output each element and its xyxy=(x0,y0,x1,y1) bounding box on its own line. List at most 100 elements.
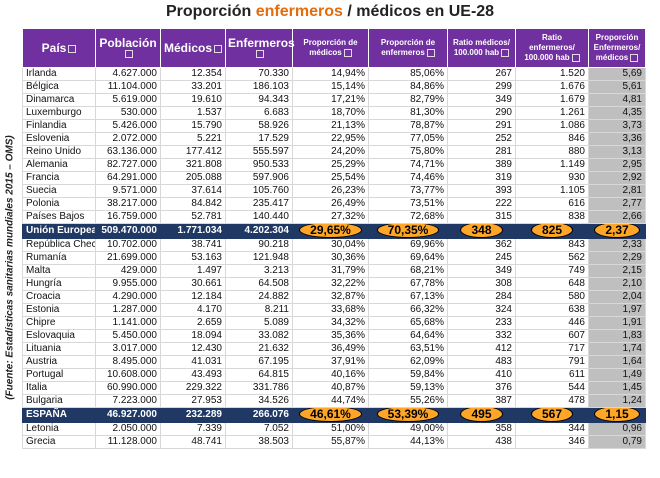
table-cell: 315 xyxy=(447,210,516,224)
table-cell: 344 xyxy=(515,422,589,436)
filter-icon xyxy=(68,44,77,53)
table-cell: Austria xyxy=(22,355,96,369)
table-cell: 483 xyxy=(447,355,516,369)
filter-icon xyxy=(256,49,264,58)
table-cell: 64.508 xyxy=(225,277,293,291)
table-cell: Alemania xyxy=(22,158,96,172)
table-cell: 1,97 xyxy=(588,303,646,317)
table-cell: 5.450.000 xyxy=(95,329,161,343)
table-cell: 3,36 xyxy=(588,132,646,146)
header-cell: Proporción de enfermeros xyxy=(368,28,448,68)
table-cell: 82.727.000 xyxy=(95,158,161,172)
table-row: Portugal 10.608.000 43.493 64.815 40,16% 59,8… xyxy=(22,368,646,382)
highlight-value: 348 xyxy=(460,224,503,238)
table-cell: 121.948 xyxy=(225,251,293,265)
table-row: Austria 8.495.000 41.031 67.195 37,91% 62,09%… xyxy=(22,355,646,369)
table-cell: 1,24 xyxy=(588,394,646,408)
table-cell: 90.218 xyxy=(225,238,293,252)
table-cell: 616 xyxy=(515,197,589,211)
table-cell: 140.440 xyxy=(225,210,293,224)
table-cell: 838 xyxy=(515,210,589,224)
table-cell: 1,45 xyxy=(588,381,646,395)
table-cell: 2.072.000 xyxy=(95,132,161,146)
table-cell: 18,70% xyxy=(292,106,369,120)
table-cell: 15,14% xyxy=(292,80,369,94)
table-cell: 55,87% xyxy=(292,435,369,449)
table-cell: 31,79% xyxy=(292,264,369,278)
header-row: País Población Médicos Enfermeros Proporción… xyxy=(22,28,646,68)
table-cell: 3.017.000 xyxy=(95,342,161,356)
table-cell: Polonia xyxy=(22,197,96,211)
table-cell: 2,77 xyxy=(588,197,646,211)
table-cell: 438 xyxy=(447,435,516,449)
table-cell: 17,21% xyxy=(292,93,369,107)
table-cell: 74,71% xyxy=(368,158,448,172)
table-row: Bélgica 11.104.000 33.201 186.103 15,14% 84,8… xyxy=(22,80,646,94)
table-cell: 638 xyxy=(515,303,589,317)
table-cell: 43.493 xyxy=(160,368,226,382)
table-cell: 376 xyxy=(447,381,516,395)
table-cell: 245 xyxy=(447,251,516,265)
table-cell: Lituania xyxy=(22,342,96,356)
header-text: Proporción de enfermeros xyxy=(380,38,436,57)
table-cell: 81,30% xyxy=(368,106,448,120)
table-cell: 1.676 xyxy=(515,80,589,94)
table-row: Grecia 11.128.000 48.741 38.503 55,87% 44,13%… xyxy=(22,435,646,449)
table-cell: Hungría xyxy=(22,277,96,291)
table-body: Irlanda 4.627.000 12.354 70.330 14,94% 85,06%… xyxy=(22,67,646,449)
highlight-value: 495 xyxy=(460,408,503,422)
table-cell: 205.088 xyxy=(160,171,226,185)
table-cell: 58.926 xyxy=(225,119,293,133)
highlight-value: 567 xyxy=(530,408,574,422)
highlight-row: ESPAÑA 46.927.000 232.289 266.076 46,61% 53,3… xyxy=(22,407,646,423)
table-cell: 85,06% xyxy=(368,67,448,81)
header-cell: País xyxy=(22,28,96,68)
table-cell: 331.786 xyxy=(225,381,293,395)
table-cell: 2,95 xyxy=(588,158,646,172)
table-cell: Unión Europea xyxy=(22,223,96,239)
filter-icon xyxy=(426,48,435,57)
table-cell: 2,10 xyxy=(588,277,646,291)
table-cell: 44,74% xyxy=(292,394,369,408)
table-cell: 64.291.000 xyxy=(95,171,161,185)
table-cell: 4,35 xyxy=(588,106,646,120)
table-row: Irlanda 4.627.000 12.354 70.330 14,94% 85,06%… xyxy=(22,67,646,81)
table-cell: 544 xyxy=(515,381,589,395)
table-cell: 2,92 xyxy=(588,171,646,185)
table-cell: 555.597 xyxy=(225,145,293,159)
table-cell: Luxemburgo xyxy=(22,106,96,120)
table-cell: Eslovaquia xyxy=(22,329,96,343)
table-cell: 38.503 xyxy=(225,435,293,449)
table-cell: 73,51% xyxy=(368,197,448,211)
table-cell: 63,51% xyxy=(368,342,448,356)
highlight-value: 53,39% xyxy=(376,408,440,422)
table-cell: 389 xyxy=(447,158,516,172)
table-cell: 308 xyxy=(447,277,516,291)
table-row: Chipre 1.141.000 2.659 5.089 34,32% 65,68% 233… xyxy=(22,316,646,330)
table-cell: 32,87% xyxy=(292,290,369,304)
table-cell: 5.221 xyxy=(160,132,226,146)
table-cell: 0,96 xyxy=(588,422,646,436)
table-cell: 358 xyxy=(447,422,516,436)
highlight-value: 46,61% xyxy=(299,408,362,422)
table-cell: 10.702.000 xyxy=(95,238,161,252)
table-cell: 21.632 xyxy=(225,342,293,356)
table-cell: 1,74 xyxy=(588,342,646,356)
table-cell: 12.354 xyxy=(160,67,226,81)
table-row: Eslovaquia 5.450.000 18.094 33.082 35,36% 64,… xyxy=(22,329,646,343)
header-text: Enfermeros xyxy=(228,36,295,50)
table-cell: 349 xyxy=(447,93,516,107)
header-cell: Enfermeros xyxy=(225,28,295,68)
table-cell: 60.990.000 xyxy=(95,381,161,395)
table-cell: 2,81 xyxy=(588,184,646,198)
table-cell: República Checa xyxy=(22,238,96,252)
table-cell: 48.741 xyxy=(160,435,226,449)
table-cell: 0,79 xyxy=(588,435,646,449)
header-cell: Proporción de médicos xyxy=(292,28,369,68)
table-cell: 19.610 xyxy=(160,93,226,107)
table-cell: Croacia xyxy=(22,290,96,304)
table-row: Hungría 9.955.000 30.661 64.508 32,22% 67,78%… xyxy=(22,277,646,291)
table-cell: 7.339 xyxy=(160,422,226,436)
table-cell: 5,69 xyxy=(588,67,646,81)
filter-icon xyxy=(571,53,580,62)
